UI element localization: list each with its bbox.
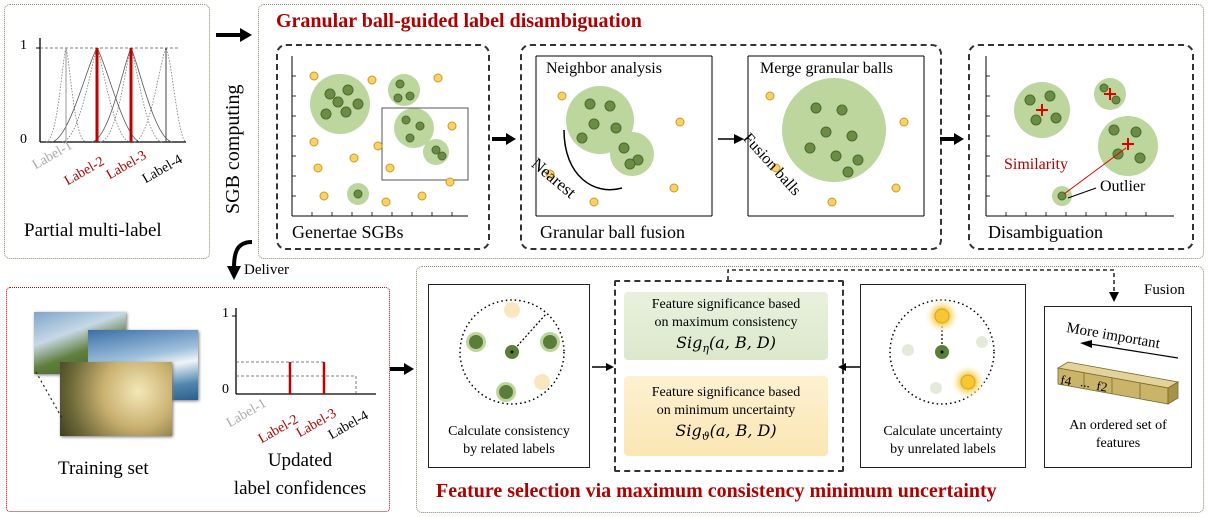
arrow-generate-to-fusion xyxy=(492,133,516,145)
updated-caption-line2: label confidences xyxy=(233,478,367,499)
ordered-caption-1: An ordered set of xyxy=(1069,418,1167,433)
selection-title: Feature selection via maximum consistenc… xyxy=(436,480,997,502)
granular-ball-fusion-caption: Granular ball fusion xyxy=(540,222,685,242)
consistency-caption-1: Calculate consistency xyxy=(448,424,570,439)
arrow-to-selection xyxy=(390,363,414,375)
uncertainty-caption-1: Calculate uncertainty xyxy=(883,424,1003,439)
ordered-caption-2: features xyxy=(1095,436,1141,451)
generate-sgbs-box xyxy=(276,44,490,250)
sig-theta-line1: Feature significance based xyxy=(651,385,801,400)
partial-multi-label-caption: Partial multi-label xyxy=(24,220,162,241)
training-image-connector xyxy=(35,371,63,419)
disambiguation-title: Granular ball-guided label disambiguatio… xyxy=(276,10,642,32)
uncertainty-diagram xyxy=(889,298,995,405)
significance-box xyxy=(614,280,844,472)
disambiguation-plot xyxy=(985,56,1174,217)
training-image-3 xyxy=(60,362,172,436)
deliver-label: Deliver xyxy=(244,262,289,278)
y-tick-1: 1 xyxy=(20,38,27,53)
neighbor-analysis-plot xyxy=(535,55,713,217)
arrow-fusion-to-disambiguation xyxy=(940,133,964,145)
granular-ball-fusion-box xyxy=(520,44,942,250)
partial-label-chart xyxy=(36,38,187,143)
uncertainty-caption-2: by unrelated labels xyxy=(890,442,996,457)
deliver-arrow xyxy=(227,240,253,280)
merge-balls-plot xyxy=(747,55,925,217)
consistency-caption-2: by related labels xyxy=(463,442,555,457)
outlier-label: Outlier xyxy=(1100,178,1146,195)
neighbor-analysis-label: Neighbor analysis xyxy=(546,60,662,77)
partial-label-panel xyxy=(4,4,210,259)
selection-panel xyxy=(416,266,1204,513)
fusion-label: Fusion xyxy=(1144,282,1185,298)
sig-eta-box: Feature significance based on maximum co… xyxy=(624,292,828,360)
disambiguation-box xyxy=(968,44,1194,250)
disambiguation-caption: Disambiguation xyxy=(988,222,1103,242)
arrow-to-sgb xyxy=(216,28,252,42)
sig-eta-line2: on maximum consistency xyxy=(654,315,798,330)
sig-eta-formula: Sigη(a, B, D) xyxy=(676,333,776,356)
updated-y-tick-0: 0 xyxy=(222,382,229,397)
ordered-features-bar xyxy=(1056,340,1180,405)
updated-confidence-chart xyxy=(232,308,376,395)
sgb-computing-label: SGB computing xyxy=(222,84,244,214)
sig-theta-line2: on minimum uncertainty xyxy=(656,403,796,418)
arrow-uncertainty-to-sig xyxy=(838,363,860,371)
fusion-arrow xyxy=(727,269,1119,302)
consistency-diagram xyxy=(459,299,565,405)
arrow-neighbor-to-merge xyxy=(718,134,744,144)
sig-theta-formula: Sigϑ(a, B, D) xyxy=(675,421,777,444)
training-panel xyxy=(6,287,390,512)
y-tick-0: 0 xyxy=(20,132,27,147)
updated-y-tick-1: 1 xyxy=(222,306,229,321)
disambiguation-panel xyxy=(258,4,1204,259)
updated-caption-line1: Updated xyxy=(267,450,333,471)
merge-balls-label: Merge granular balls xyxy=(760,60,893,77)
generate-sgbs-caption: Genertae SGBs xyxy=(292,222,404,242)
generate-sgbs-plot xyxy=(291,56,469,217)
sig-theta-box: Feature significance based on minimum un… xyxy=(624,376,828,456)
arrow-consistency-to-sig xyxy=(592,363,614,371)
sig-eta-line1: Feature significance based xyxy=(651,297,801,312)
training-set-caption: Training set xyxy=(58,458,149,479)
similarity-label: Similarity xyxy=(1004,156,1068,173)
